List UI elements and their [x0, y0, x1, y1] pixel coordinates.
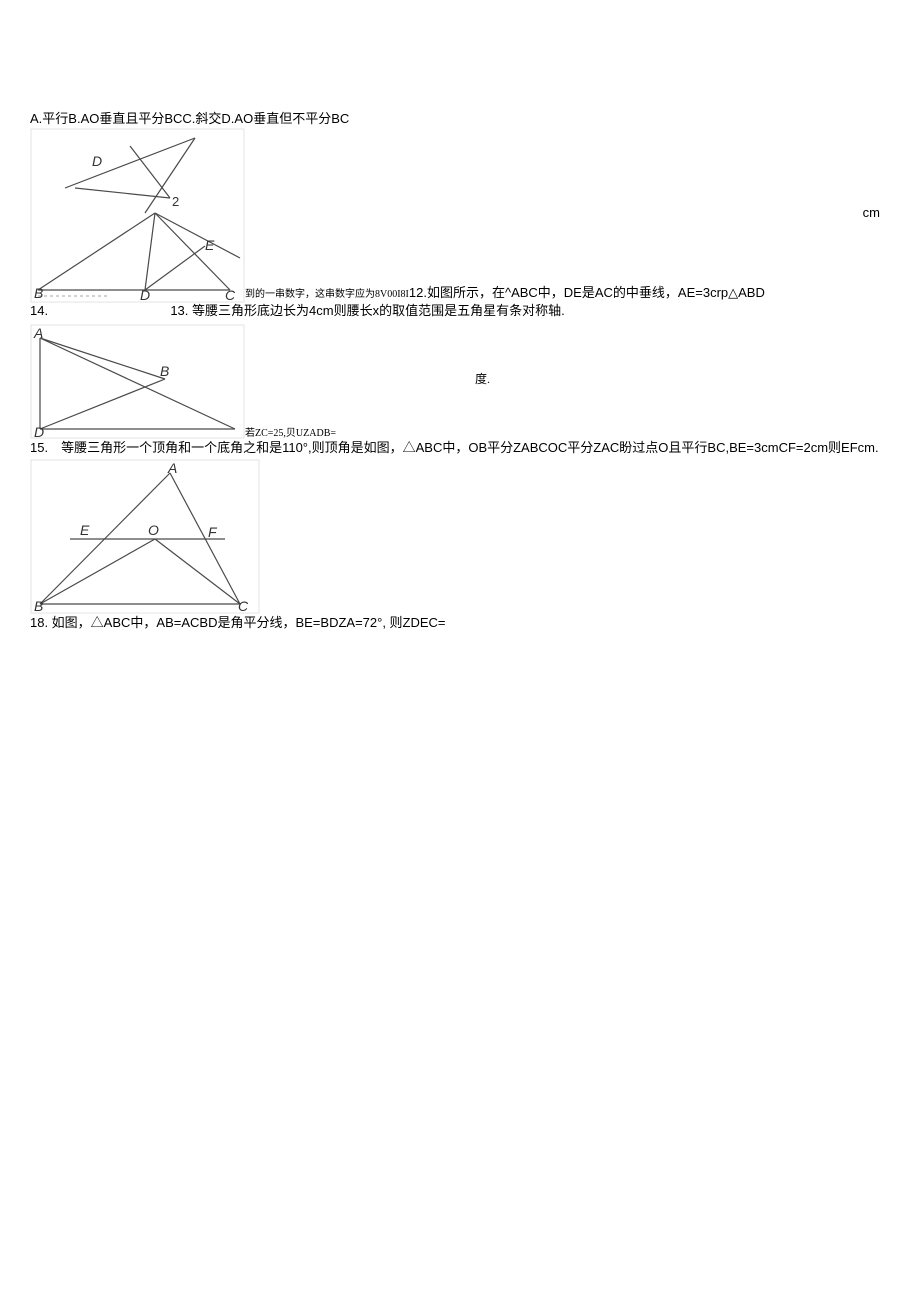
q15-text: 15. 等腰三角形一个顶角和一个底角之和是110°,则顶角是如图，△ABC中，O…	[30, 439, 890, 457]
svg-text:B: B	[160, 363, 169, 379]
svg-text:A: A	[33, 325, 43, 341]
q15-prefix: 若ZC=25,贝UZADB=	[245, 428, 336, 439]
svg-text:A: A	[167, 460, 177, 476]
cm-unit-label: cm	[863, 205, 880, 220]
degree-label: 度.	[475, 370, 490, 387]
svg-text:D: D	[92, 153, 102, 169]
svg-text:F: F	[208, 524, 218, 540]
q14-prefix: 14.	[30, 303, 48, 318]
q13-text: 13. 等腰三角形底边长为4cm则腰长x的取值范围是五角星有条对称轴.	[170, 303, 564, 318]
svg-text:O: O	[148, 522, 159, 538]
q18-text: 18. 如图，△ABC中，AB=ACBD是角平分线，BE=BDZA=72°, 则…	[30, 614, 920, 632]
svg-text:C: C	[225, 287, 236, 303]
figure-2: A B D	[30, 324, 245, 439]
svg-text:D: D	[140, 287, 150, 303]
svg-text:E: E	[205, 237, 215, 253]
question-a-options: A.平行B.AO垂直且平分BCC.斜交D.AO垂直但不平分BC	[30, 110, 920, 128]
figure-3: A E O F B C	[30, 459, 920, 614]
svg-text:D: D	[34, 424, 44, 439]
svg-text:B: B	[34, 598, 43, 614]
figure-1: D 2 B D C E	[30, 128, 245, 303]
q12-prefix: 到的一串数字，这串数字应为8V00I8I	[245, 289, 409, 300]
svg-text:2: 2	[172, 194, 179, 209]
svg-text:C: C	[238, 598, 249, 614]
svg-text:B: B	[34, 285, 43, 301]
svg-text:E: E	[80, 522, 90, 538]
q12-text: 12.如图所示，在^ABC中，DE是AC的中垂线，AE=3crp△ABD	[409, 285, 765, 300]
